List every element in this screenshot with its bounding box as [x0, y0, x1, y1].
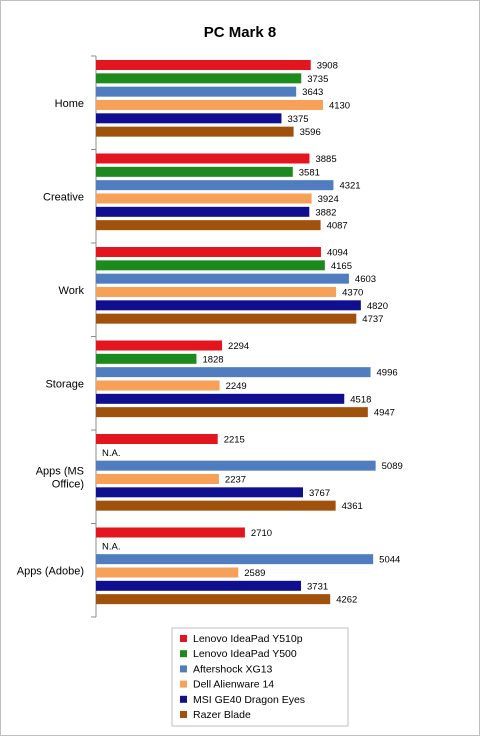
bar-value-label: 3643: [302, 87, 323, 98]
bar-value-label: 3882: [315, 207, 336, 218]
bar: [96, 247, 321, 257]
bar: [96, 193, 312, 204]
legend-label: Aftershock XG13: [193, 663, 273, 675]
category-label: Apps (Adobe): [17, 565, 84, 577]
legend-swatch: [180, 635, 187, 642]
bar: [96, 60, 311, 70]
category-label: Creative: [43, 191, 84, 203]
bar-value-label: 2249: [226, 381, 247, 392]
bar-value-label: 4321: [339, 181, 360, 192]
bar-value-label: N.A.: [102, 448, 120, 459]
bar: [96, 220, 321, 231]
bar-value-label: 3596: [300, 127, 321, 138]
bar: [96, 473, 219, 484]
bar-value-label: 2294: [228, 341, 249, 352]
bar-value-label: 5089: [382, 461, 403, 472]
category-label: Storage: [45, 378, 84, 390]
bar-value-label: 2215: [224, 435, 245, 446]
bar-value-label: 4820: [367, 301, 388, 312]
bar-value-label: 3735: [307, 74, 328, 85]
legend-label: Razer Blade: [193, 709, 251, 721]
bar: [96, 393, 345, 404]
bar: [96, 380, 220, 391]
bar-value-label: 3581: [299, 167, 320, 178]
bar-value-label: 4087: [327, 221, 348, 232]
chart-title: PC Mark 8: [204, 24, 277, 41]
category-label: Apps (MS Office): [36, 465, 84, 490]
bar-value-label: 3885: [315, 154, 336, 165]
bar-value-label: 4737: [362, 314, 383, 325]
bar: [96, 434, 218, 444]
bar-value-label: 4947: [374, 408, 395, 419]
bar-value-label: 3375: [287, 114, 308, 125]
legend-swatch: [180, 650, 187, 658]
bar-value-label: 2589: [244, 568, 265, 579]
bar: [96, 180, 334, 191]
bar: [96, 554, 374, 565]
bar-value-label: 2710: [251, 528, 272, 539]
bar: [96, 594, 331, 605]
legend-swatch: [180, 680, 187, 688]
legend-swatch: [180, 695, 187, 703]
bar: [96, 407, 368, 418]
bar: [96, 527, 245, 538]
legend-box: [171, 627, 349, 727]
bar: [96, 99, 323, 110]
bar-value-label: 3924: [318, 194, 339, 205]
bar: [96, 500, 336, 511]
bar: [96, 113, 282, 124]
bar-value-label: 4165: [331, 261, 352, 272]
legend-label: Dell Alienware 14: [193, 679, 274, 691]
bar: [96, 260, 325, 271]
bar: [96, 73, 302, 84]
bar: [96, 206, 310, 217]
legend-label: Lenovo IdeaPad Y500: [193, 648, 297, 660]
legend-label: MSI GE40 Dragon Eyes: [193, 694, 305, 706]
bar: [96, 166, 293, 177]
legend-label: Lenovo IdeaPad Y510p: [193, 633, 303, 645]
bar: [96, 353, 197, 364]
bar-value-label: N.A.: [102, 541, 120, 552]
legend-swatch: [180, 665, 187, 673]
legend-swatch: [180, 711, 187, 718]
bar-value-label: 3767: [309, 488, 330, 499]
bar: [96, 567, 239, 578]
bar: [96, 300, 361, 311]
bar-value-label: 4361: [342, 501, 363, 512]
bar-value-label: 4518: [350, 394, 371, 405]
category-label: Home: [55, 98, 84, 110]
bar-value-label: 4370: [342, 287, 363, 298]
bar-value-label: 4603: [355, 274, 376, 285]
bar: [96, 340, 223, 351]
bar: [96, 273, 349, 284]
bar-value-label: 3908: [317, 61, 338, 72]
bar: [96, 153, 310, 164]
bar-value-label: 4130: [329, 100, 350, 111]
bar: [96, 86, 297, 97]
bar-value-label: 4094: [327, 248, 348, 259]
bar-value-label: 1828: [202, 354, 223, 365]
bar: [96, 367, 371, 378]
bar: [96, 126, 294, 137]
bar-value-label: 2237: [225, 474, 246, 485]
bar: [96, 580, 302, 591]
bar-value-label: 3731: [307, 581, 328, 592]
bar: [96, 313, 357, 324]
bar-value-label: 4996: [377, 368, 398, 379]
bar-value-label: 5044: [379, 555, 400, 566]
bar: [96, 286, 337, 297]
bar: [96, 460, 376, 471]
bar: [96, 487, 303, 498]
bar-value-label: 4262: [336, 595, 357, 606]
category-label: Work: [59, 285, 85, 297]
